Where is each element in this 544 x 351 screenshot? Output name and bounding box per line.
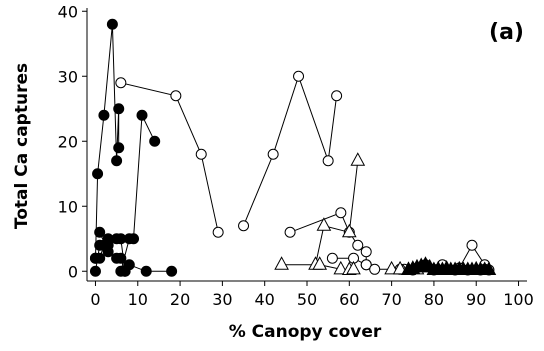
data-point — [346, 260, 361, 275]
x-axis-ticks: 0 10 20 30 40 50 60 70 80 90 100 — [90, 281, 534, 309]
x-tick-label: 100 — [503, 290, 534, 309]
x-tick-label: 40 — [255, 290, 275, 309]
series-line — [120, 82, 219, 233]
data-point — [92, 168, 104, 180]
data-point — [316, 217, 332, 231]
data-point — [140, 265, 152, 277]
data-point — [170, 90, 182, 102]
x-tick-label: 50 — [297, 290, 317, 309]
data-point — [331, 90, 343, 102]
data-point — [113, 103, 125, 115]
x-tick-label: 70 — [381, 290, 401, 309]
data-point — [392, 260, 408, 275]
data-point — [274, 256, 289, 270]
data-point — [113, 142, 125, 154]
data-point — [94, 252, 106, 264]
data-point — [128, 233, 140, 245]
data-point — [322, 155, 334, 167]
x-tick-label: 30 — [212, 290, 232, 309]
data-point — [333, 260, 349, 275]
data-point — [238, 220, 250, 232]
series-line — [95, 24, 120, 259]
data-point — [166, 265, 178, 277]
data-point — [136, 109, 148, 121]
panel-label: (a) — [489, 20, 524, 45]
data-point — [102, 239, 114, 251]
series-line — [120, 113, 156, 272]
data-point — [326, 252, 338, 264]
data-point — [350, 152, 366, 166]
y-axis-ticks: 0 10 20 30 40 — [58, 2, 87, 281]
y-tick-label: 40 — [58, 2, 78, 21]
data-point — [195, 148, 207, 160]
series-line — [243, 74, 338, 226]
axes: 0 10 20 30 40 50 60 70 80 90 100 0 10 20 30 40 — [58, 2, 534, 309]
y-tick-label: 30 — [58, 67, 78, 86]
data-point — [89, 265, 101, 277]
data-point — [115, 265, 127, 277]
data-point — [94, 226, 106, 238]
data-point — [98, 109, 110, 121]
data-point — [149, 135, 161, 147]
data-point — [360, 246, 372, 258]
x-tick-label: 90 — [466, 290, 486, 309]
x-tick-label: 80 — [424, 290, 444, 309]
data-point — [284, 226, 296, 238]
data-point — [115, 252, 127, 264]
y-axis-title: Total Ca captures — [12, 63, 32, 229]
data-point — [267, 148, 279, 160]
data-point — [312, 256, 328, 270]
data-point — [360, 259, 372, 271]
series-line — [281, 160, 359, 266]
y-tick-label: 10 — [58, 197, 78, 216]
data-point — [466, 239, 478, 251]
y-tick-label: 20 — [58, 132, 78, 151]
data-point — [115, 77, 127, 89]
data-point — [335, 207, 347, 219]
data-point — [293, 70, 305, 82]
x-tick-label: 20 — [170, 290, 190, 309]
series-markers — [89, 18, 497, 277]
x-tick-label: 10 — [128, 290, 148, 309]
x-tick-label: 0 — [90, 290, 100, 309]
data-point — [352, 239, 364, 251]
data-point — [212, 226, 224, 238]
y-tick-label: 0 — [68, 262, 78, 281]
data-point — [123, 259, 135, 271]
data-point — [481, 261, 497, 275]
data-point — [106, 18, 118, 30]
data-point — [341, 223, 357, 238]
x-tick-label: 60 — [339, 290, 359, 309]
data-point — [111, 155, 123, 167]
data-point — [369, 263, 381, 275]
x-axis-title: % Canopy cover — [229, 322, 382, 342]
